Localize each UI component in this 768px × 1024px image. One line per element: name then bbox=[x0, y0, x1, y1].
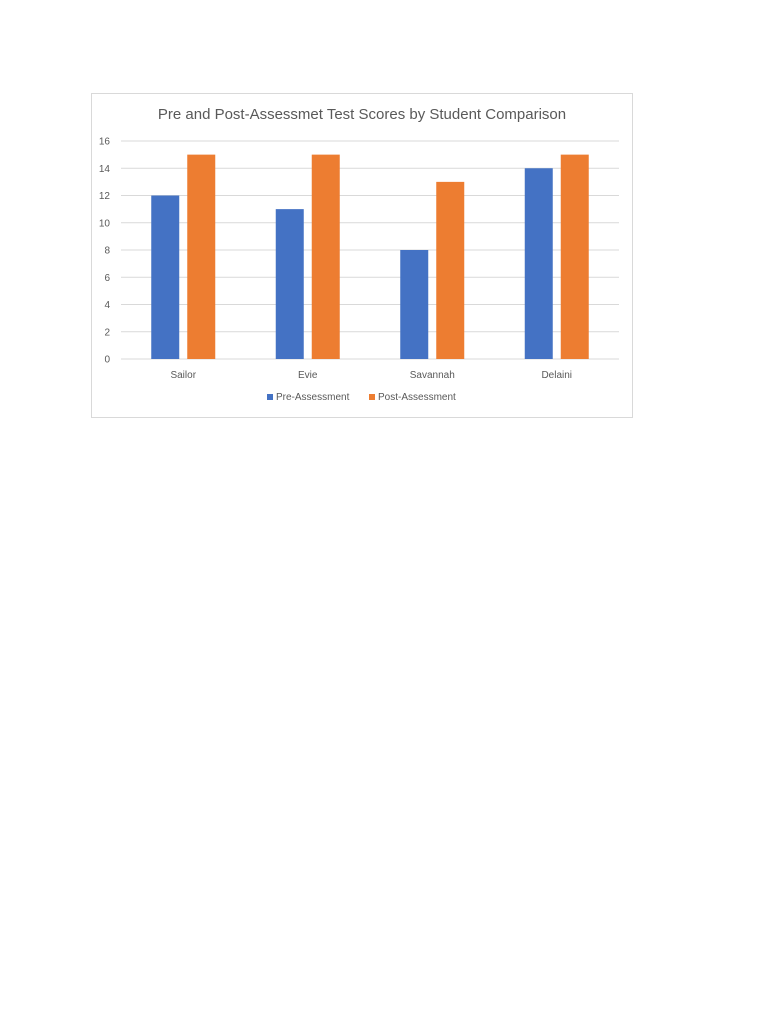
x-axis-ticks: Sailor Evie Savannah Delaini bbox=[170, 370, 572, 381]
y-tick-label: 0 bbox=[104, 355, 110, 366]
y-tick-label: 10 bbox=[99, 218, 111, 229]
legend-label: Pre-Assessment bbox=[276, 392, 350, 403]
y-tick-label: 4 bbox=[104, 300, 110, 311]
legend-item-pre-assessment: Pre-Assessment bbox=[267, 392, 350, 403]
y-tick-label: 14 bbox=[99, 164, 111, 175]
x-tick-label: Sailor bbox=[170, 370, 196, 381]
x-tick-label: Savannah bbox=[410, 370, 455, 381]
legend-label: Post-Assessment bbox=[378, 392, 456, 403]
legend: Pre-Assessment Post-Assessment bbox=[267, 392, 456, 403]
y-tick-label: 12 bbox=[99, 191, 111, 202]
legend-swatch bbox=[267, 394, 273, 400]
bar-post-assessment-savannah bbox=[436, 181, 465, 359]
legend-swatch bbox=[369, 394, 375, 400]
y-tick-label: 8 bbox=[104, 246, 110, 257]
chart-title: Pre and Post-Assessmet Test Scores by St… bbox=[157, 106, 567, 123]
y-tick-label: 16 bbox=[99, 137, 111, 148]
bar-post-assessment-sailor bbox=[187, 154, 216, 359]
bar-pre-assessment-sailor bbox=[151, 195, 180, 359]
y-tick-label: 2 bbox=[104, 327, 110, 338]
bar-post-assessment-evie bbox=[311, 154, 340, 359]
chart-frame: Pre and Post-Assessmet Test Scores by St… bbox=[91, 93, 633, 418]
bar-pre-assessment-delaini bbox=[524, 168, 553, 359]
legend-item-post-assessment: Post-Assessment bbox=[369, 392, 456, 403]
x-tick-label: Evie bbox=[298, 370, 318, 381]
bar-pre-assessment-savannah bbox=[400, 250, 429, 359]
bar-post-assessment-delaini bbox=[560, 154, 589, 359]
bar-pre-assessment-evie bbox=[275, 209, 304, 359]
y-axis-ticks: 0 2 4 6 8 10 12 14 16 bbox=[99, 137, 111, 366]
x-tick-label: Delaini bbox=[541, 370, 572, 381]
bars bbox=[151, 154, 589, 359]
y-tick-label: 6 bbox=[104, 273, 110, 284]
